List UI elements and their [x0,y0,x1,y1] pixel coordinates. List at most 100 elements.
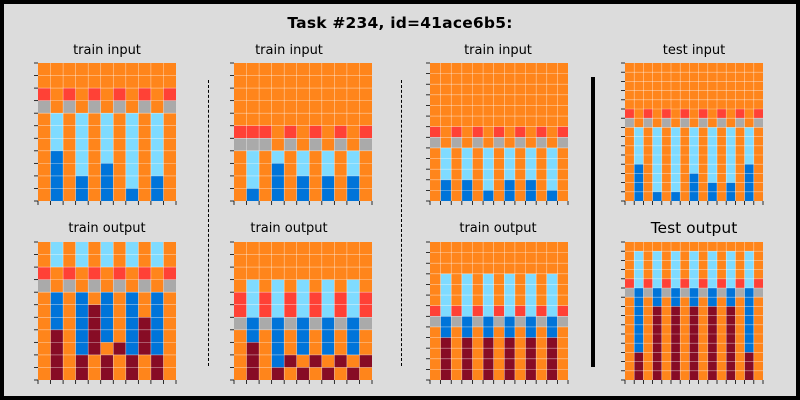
grid-cell [234,279,247,293]
grid-cell [163,125,176,139]
grid-cell [744,242,754,252]
grid-cell [707,352,717,362]
grid-cell [557,273,568,285]
grid-cell [536,316,547,327]
grid-cell [536,126,547,138]
grid-cell [661,370,671,380]
grid-cell [271,367,285,380]
grid-cell [100,342,114,355]
grid-cell [546,105,558,117]
grid-cell [309,354,322,368]
grid-cell [296,292,310,305]
grid-cell [744,288,754,298]
grid-cell [163,279,176,293]
grid-cell [717,182,727,192]
grid-cell [698,334,708,344]
grid-cell [493,73,505,85]
grid-cell [525,358,537,370]
grid-cell [246,88,260,101]
grid-cell [483,116,494,127]
grid-cell [717,63,727,73]
grid-cell [359,304,372,318]
grid-cell [557,326,568,338]
grid-cell [461,137,473,148]
grid-cell [309,367,322,380]
grid-cell [75,100,89,114]
grid-cell [63,342,76,355]
grid-cell [75,113,89,126]
grid-cell [461,190,473,201]
grid-cell [726,90,736,100]
grid-cell [707,99,717,109]
grid-cell [451,169,462,180]
grid-cell [113,163,126,176]
grid-cell [483,105,494,117]
grid-cell [753,242,763,252]
grid-cell [536,63,547,74]
grid-cell [661,306,671,316]
grid-cell [671,251,681,261]
grid-cell [125,329,139,343]
grid-cell [698,90,708,100]
grid-cell [514,369,526,380]
grid-cell [652,278,662,288]
grid-cell [735,352,745,362]
grid-cell [493,126,505,138]
grid-cell [514,126,526,138]
grid-cell [88,329,101,343]
grid-cell [671,361,681,371]
grid-cell [726,352,736,362]
grid-cell [525,147,537,159]
grid-cell [707,260,717,270]
grid-cell [717,343,727,353]
grid-cell [536,190,547,201]
train2-output-svg [230,241,373,384]
grid-cell [50,88,64,101]
grid-cell [138,329,151,343]
grid-cell [493,273,505,285]
grid-cell [483,252,494,264]
grid-cell [753,118,763,128]
grid-cell [63,188,76,201]
grid-cell [753,352,763,362]
grid-cell [536,73,547,85]
grid-cell [284,188,297,201]
grid-cell [671,352,681,362]
grid-cell [234,75,247,89]
grid-cell [744,370,754,380]
grid-cell [634,145,644,155]
grid-cell [50,279,64,293]
grid-cell [671,306,681,316]
grid-cell [661,324,671,334]
grid-cell [163,150,176,164]
grid-cell [234,329,247,343]
grid-cell [271,317,285,330]
grid-cell [296,342,310,355]
grid-cell [525,137,537,148]
grid-cell [661,81,671,91]
grid-cell [744,164,754,174]
grid-cell [430,73,441,85]
grid-cell [75,63,89,76]
grid-cell [150,88,164,101]
grid-cell [100,279,114,293]
grid-cell [359,188,372,201]
grid-cell [483,190,494,201]
grid-cell [296,63,310,76]
grid-cell [707,370,717,380]
grid-cell [440,337,452,349]
grid-cell [472,126,484,138]
grid-cell [726,63,736,73]
grid-cell [536,295,547,306]
grid-cell [296,304,310,318]
grid-cell [451,94,462,106]
grid-cell [698,155,708,165]
grid-cell [536,94,547,106]
grid-cell [735,90,745,100]
grid-cell [726,269,736,279]
grid-cell [698,324,708,334]
grid-cell [717,370,727,380]
grid-cell [634,63,644,73]
grid-cell [346,292,360,305]
grid-cell [726,127,736,137]
